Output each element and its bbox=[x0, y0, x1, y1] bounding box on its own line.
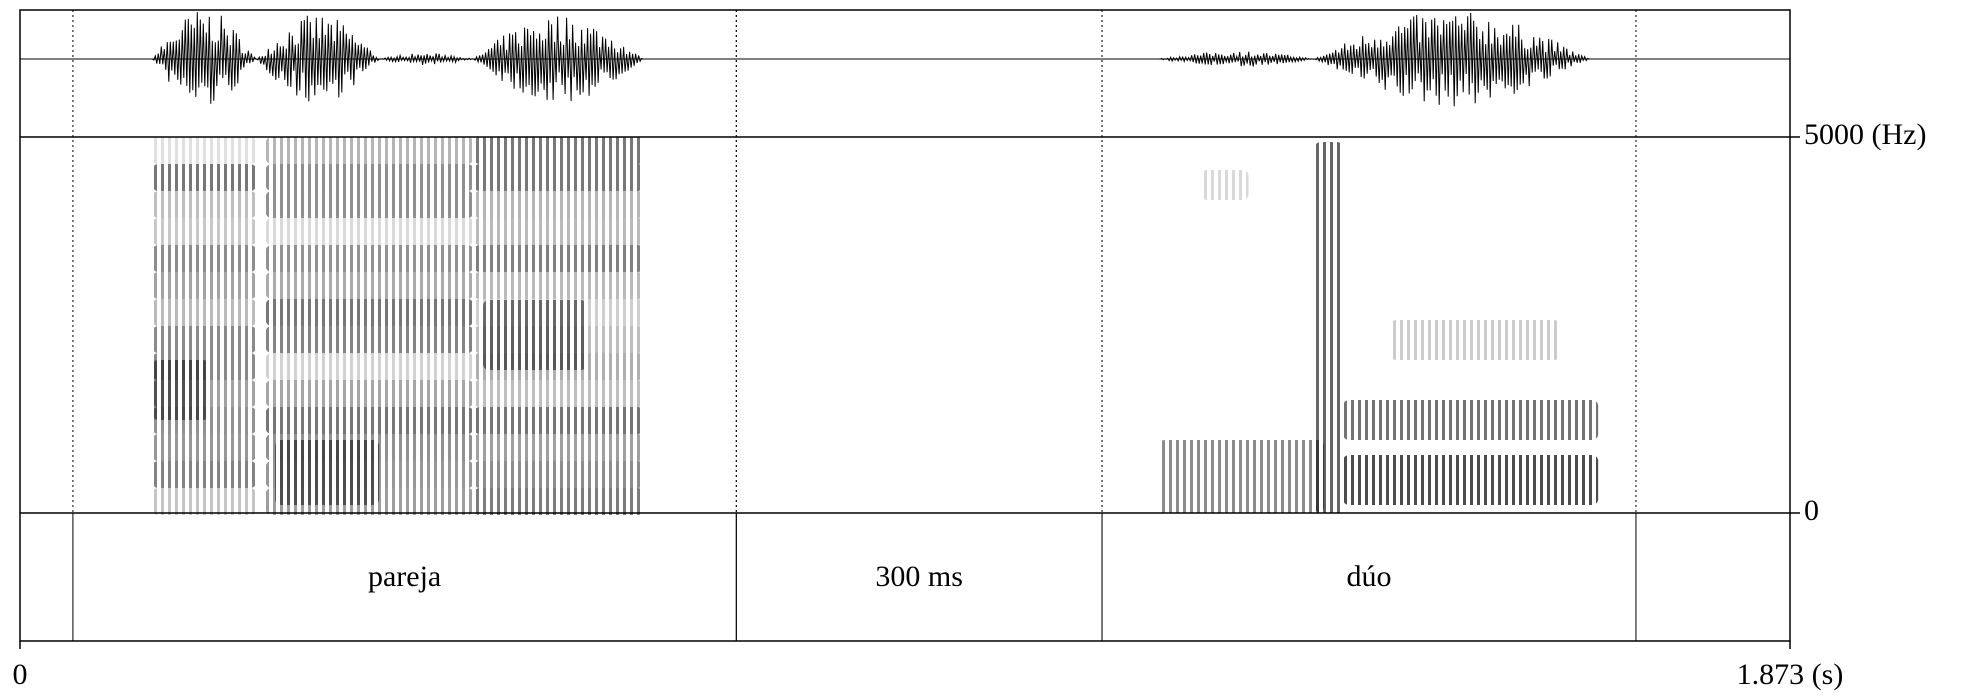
spectrogram-energy bbox=[152, 434, 257, 461]
spectrogram-energy bbox=[152, 360, 210, 420]
spectrogram-energy bbox=[473, 137, 644, 164]
spectrogram-energy bbox=[265, 218, 474, 245]
y-tick-label: 0 bbox=[1804, 494, 1819, 527]
frame bbox=[19, 9, 1791, 642]
spectrogram-energy bbox=[1158, 440, 1325, 513]
waveform-trace bbox=[256, 15, 380, 102]
waveform-trace bbox=[152, 12, 257, 104]
spectrogram-energy bbox=[473, 245, 644, 272]
spectrogram-energy bbox=[152, 299, 257, 326]
spectrogram-energy bbox=[1343, 455, 1599, 505]
spectrogram-energy bbox=[152, 218, 257, 245]
spectrogram-energy bbox=[473, 434, 644, 461]
interval-label: pareja bbox=[368, 560, 441, 593]
spectrogram-energy bbox=[473, 461, 644, 488]
spectrogram-energy bbox=[152, 488, 257, 515]
spectrogram-energy bbox=[473, 407, 644, 434]
spectrogram-energy bbox=[1390, 320, 1561, 360]
interval-label: 300 ms bbox=[875, 560, 963, 593]
spectrogram-energy bbox=[265, 164, 474, 191]
spectrogram-energy bbox=[152, 164, 257, 191]
spectrogram-energy bbox=[152, 191, 257, 218]
spectrogram-energy bbox=[265, 191, 474, 218]
spectrogram-energy bbox=[1201, 170, 1249, 200]
spectrogram-energy bbox=[265, 380, 474, 407]
spectrogram-energy bbox=[473, 164, 644, 191]
waveform-trace bbox=[1314, 12, 1590, 107]
waveform-trace bbox=[1158, 51, 1315, 67]
spectrogram-energy bbox=[265, 272, 474, 299]
spectrogram-energy bbox=[473, 191, 644, 218]
spectrogram bbox=[152, 137, 1599, 515]
spectrogram-energy bbox=[152, 272, 257, 299]
waveform-trace bbox=[473, 16, 644, 102]
spectrogram-energy bbox=[265, 326, 474, 353]
y-tick-label: 5000 (Hz) bbox=[1804, 118, 1926, 151]
spectrogram-energy bbox=[473, 218, 644, 245]
spectrogram-energy bbox=[265, 407, 474, 434]
spectrogram-energy bbox=[152, 461, 257, 488]
spectrogram-energy bbox=[152, 245, 257, 272]
spectrogram-energy bbox=[265, 245, 474, 272]
spectrogram-energy bbox=[473, 380, 644, 407]
spectrogram-energy bbox=[275, 440, 380, 505]
spectrogram-energy bbox=[1343, 400, 1599, 440]
spectrogram-energy bbox=[265, 353, 474, 380]
x-tick-label: 0 bbox=[13, 658, 28, 691]
interval-label: dúo bbox=[1346, 560, 1391, 593]
spectrogram-energy bbox=[483, 300, 588, 370]
x-tick-label: 1.873 (s) bbox=[1737, 658, 1844, 691]
spectrogram-energy bbox=[265, 137, 474, 164]
spectrogram-energy bbox=[265, 299, 474, 326]
spectrogram-energy bbox=[1314, 142, 1344, 513]
spectrogram-energy bbox=[473, 488, 644, 515]
spectrogram-energy bbox=[473, 272, 644, 299]
spectrogram-energy bbox=[152, 137, 257, 164]
spectrogram-energy bbox=[152, 326, 257, 353]
